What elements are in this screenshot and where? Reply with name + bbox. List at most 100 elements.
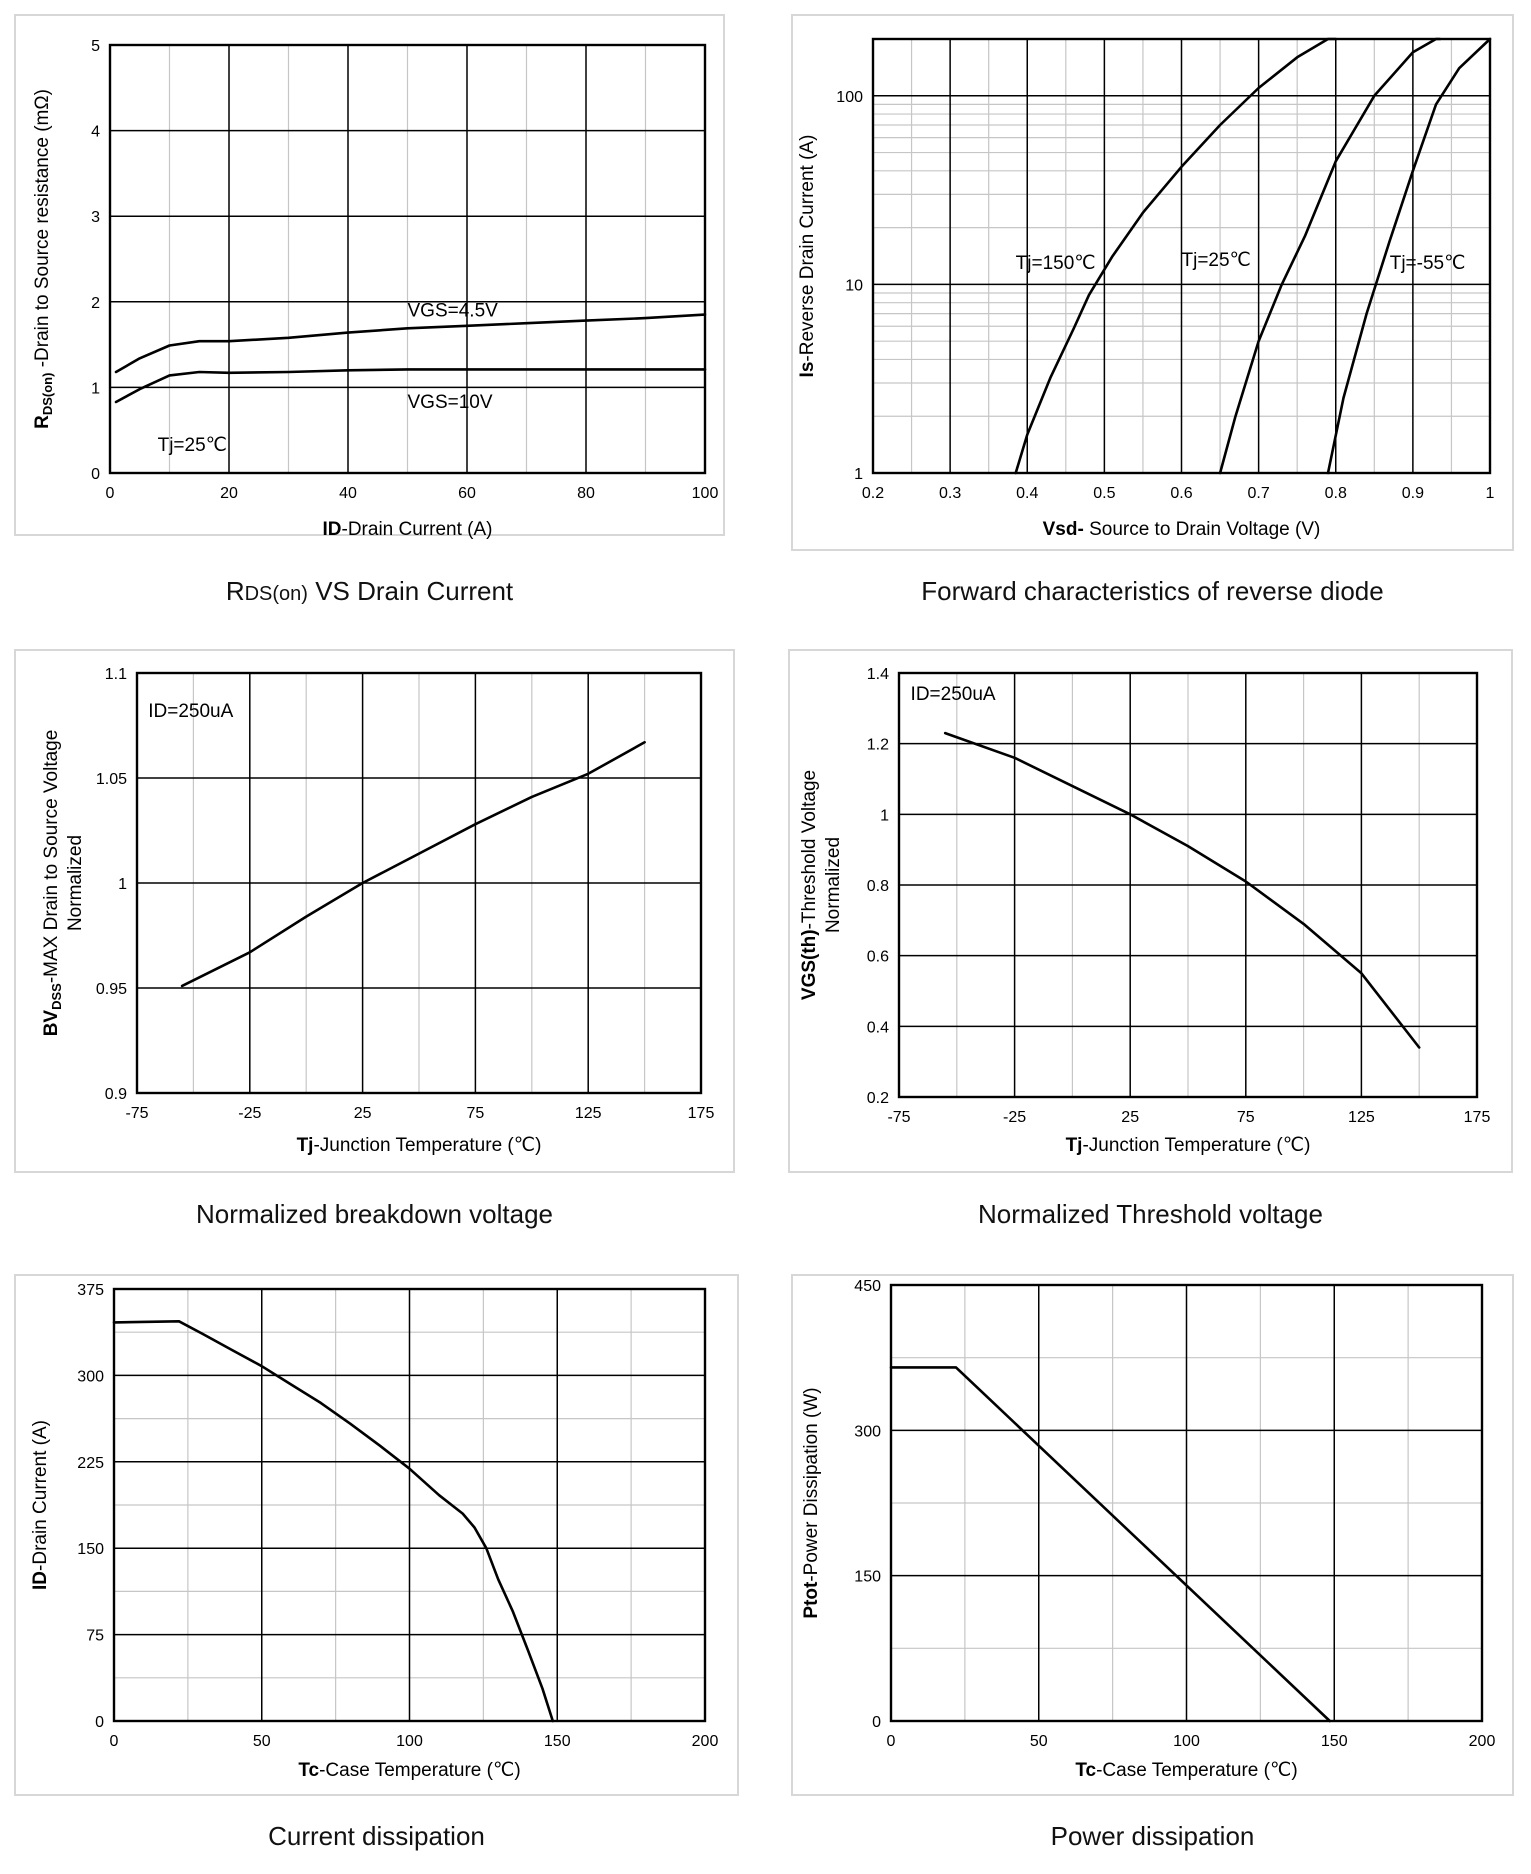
x-axis-label: Tj-Junction Temperature (℃) [297,1135,542,1156]
annotation-label: Tj=25℃ [1182,250,1251,271]
chart-frame [14,649,735,1173]
x-tick-label: 40 [339,485,357,502]
plot-area [112,1287,707,1723]
x-tick-label: 0.9 [1402,485,1424,502]
y-tick-label: 1 [854,466,863,483]
x-tick-label: 200 [1469,1733,1496,1750]
y-tick-label: 375 [77,1282,104,1299]
x-tick-label: 25 [354,1105,372,1122]
annotation-label: VGS=4.5V [408,300,499,321]
x-tick-label: 0.7 [1248,485,1270,502]
x-tick-label: -25 [1003,1109,1026,1126]
plot-area [871,37,1492,475]
y-tick-label: 1.4 [867,666,889,683]
chart-6: 0 50 100 150 200 0 150 300 450 Tc-Case Temperatur… [791,1274,1514,1796]
y-tick-label: 0.6 [867,949,889,966]
x-axis-label: Tj-Junction Temperature (℃) [1066,1135,1311,1156]
series-line-1 [180,741,646,988]
y-tick-label: 3 [91,209,100,226]
annotation-label: ID=250uA [911,684,996,705]
x-tick-label: 50 [1030,1733,1048,1750]
y-tick-label: 300 [77,1368,104,1385]
y-tick-label: 0 [95,1714,104,1731]
y-tick-label: 1.1 [105,666,127,683]
y-axis-label: Ptot-Power Dissipation (W) [801,1387,822,1618]
x-tick-label: 75 [1237,1109,1255,1126]
x-tick-label: 80 [577,485,595,502]
y-axis-label-line2: Normalized [65,835,86,931]
grid [872,38,1491,474]
x-tick-label: 0 [110,1733,119,1750]
annotation-label: VGS=10V [408,392,493,413]
y-tick-label: 1 [118,876,127,893]
x-tick-label: 1 [1486,485,1495,502]
x-tick-label: 0.8 [1325,485,1347,502]
x-tick-label: 175 [688,1105,715,1122]
x-tick-label: -75 [887,1109,910,1126]
x-axis-label: Tc-Case Temperature (℃) [1075,1760,1297,1781]
chart-3: -75 -25 25 75 125 175 0.9 0.95 1 1.05 1.1 ID=250uA T… [14,649,735,1173]
chart-frame [788,649,1513,1173]
y-axis-label: VGS(th)-Threshold Voltage [799,770,820,1000]
y-tick-label: 0.95 [96,981,127,998]
chart-caption: Current dissipation [268,1821,485,1851]
x-axis-label: Vsd- Source to Drain Voltage (V) [1043,519,1321,540]
x-tick-label: 100 [396,1733,423,1750]
x-tick-label: 0 [887,1733,896,1750]
series-line-3 [1326,37,1492,475]
y-tick-label: 300 [854,1423,881,1440]
x-tick-label: 175 [1464,1109,1491,1126]
x-tick-label: 75 [467,1105,485,1122]
series-line-2 [114,368,707,404]
chart-5: 0 50 100 150 200 0 75 150 225 300 375 Tc-Case Tempe… [14,1274,739,1796]
x-tick-label: 0.6 [1170,485,1192,502]
chart-4: -75 -25 25 75 125 175 0.2 0.4 0.6 0.8 1 1.2 1.4 ID=25… [788,649,1513,1173]
series-line-1 [114,313,707,374]
chart-frame [791,1274,1514,1796]
annotation-label: ID=250uA [148,701,233,722]
x-tick-label: 0.2 [862,485,884,502]
y-tick-label: 0.2 [867,1090,889,1107]
x-tick-label: 20 [220,485,238,502]
y-tick-label: 150 [77,1541,104,1558]
x-tick-label: 50 [253,1733,271,1750]
y-tick-label: 150 [854,1569,881,1586]
chart-frame [14,14,725,536]
chart-caption: Normalized Threshold voltage [978,1199,1323,1229]
y-tick-label: 1 [91,380,100,397]
chart-caption: Normalized breakdown voltage [196,1199,553,1229]
chart-caption: Forward characteristics of reverse diode [921,576,1383,606]
x-tick-label: 200 [692,1733,719,1750]
chart-1: 0 20 40 60 80 100 0 1 2 3 4 5 VGS=4.5V VGS=10V Tj=25℃ I… [14,14,725,540]
y-axis-label: ID-Drain Current (A) [30,1420,51,1590]
series-line-2 [1218,37,1442,475]
annotation-label: Tj=-55℃ [1390,253,1466,274]
x-tick-label: 25 [1121,1109,1139,1126]
y-axis-label: Is-Reverse Drain Current (A) [797,135,818,378]
y-tick-label: 100 [836,89,863,106]
y-tick-label: 0.8 [867,878,889,895]
x-tick-label: 60 [458,485,476,502]
y-tick-label: 1.05 [96,771,127,788]
plot-area [108,43,707,475]
plot-area [135,671,703,1095]
x-tick-label: 0.5 [1093,485,1115,502]
y-axis-label: RDS(on) -Drain to Source resistance (mΩ) [32,89,55,429]
x-tick-label: -25 [238,1105,261,1122]
y-tick-label: 1 [880,807,889,824]
chart-2: 0.2 0.3 0.4 0.5 0.6 0.7 0.8 0.9 1 1 10 100 Tj=150℃ Tj… [791,14,1514,551]
y-tick-label: 0 [91,466,100,483]
x-tick-label: 125 [575,1105,602,1122]
x-tick-label: 125 [1348,1109,1375,1126]
y-axis-label-line2: Normalized [823,837,844,933]
x-axis-label: ID-Drain Current (A) [323,519,493,540]
y-tick-label: 0 [872,1714,881,1731]
x-tick-label: 100 [692,485,719,502]
series-line-1 [1014,37,1338,475]
y-tick-label: 1.2 [867,737,889,754]
x-tick-label: 0 [106,485,115,502]
y-tick-label: 10 [845,277,863,294]
annotation-label: Tj=25℃ [158,435,227,456]
y-tick-label: 4 [91,124,100,141]
y-tick-label: 0.9 [105,1086,127,1103]
